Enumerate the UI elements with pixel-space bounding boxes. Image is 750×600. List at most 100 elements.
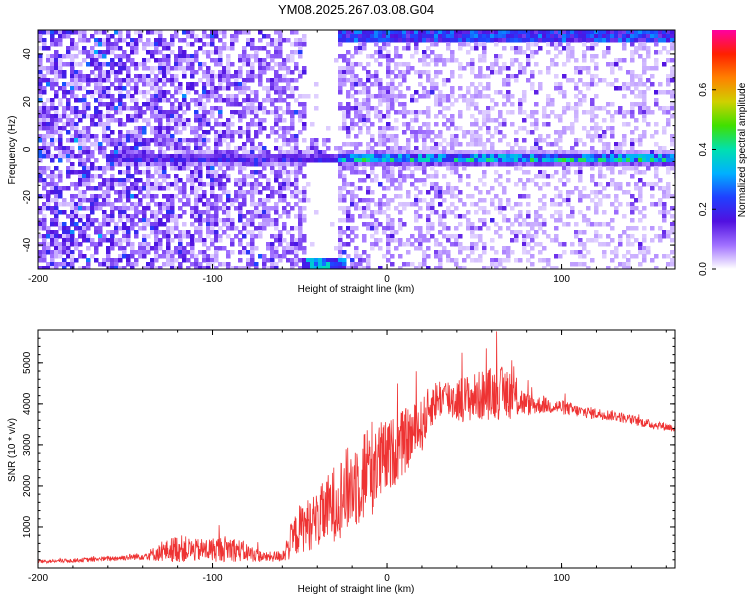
- heatmap-cell: [54, 154, 59, 159]
- heatmap-cell: [154, 118, 159, 123]
- heatmap-cell: [578, 242, 583, 247]
- heatmap-cell: [170, 102, 175, 107]
- heatmap-cell: [114, 146, 119, 151]
- heatmap-cell: [154, 94, 159, 99]
- heatmap-cell: [370, 222, 375, 227]
- heatmap-cell: [642, 162, 647, 167]
- heatmap-cell: [342, 66, 347, 71]
- heatmap-cell: [594, 126, 599, 131]
- heatmap-cell: [242, 226, 247, 231]
- heatmap-cell: [458, 246, 463, 251]
- heatmap-cell: [158, 78, 163, 83]
- heatmap-cell: [54, 70, 59, 75]
- heatmap-cell: [386, 258, 391, 263]
- heatmap-cell: [662, 230, 667, 235]
- heatmap-cell: [370, 94, 375, 99]
- heatmap-cell: [66, 174, 71, 179]
- heatmap-cell: [242, 110, 247, 115]
- heatmap-cell: [246, 150, 251, 155]
- heatmap-cell: [630, 110, 635, 115]
- heatmap-cell: [294, 50, 299, 55]
- heatmap-cell: [338, 166, 343, 171]
- heatmap-cell: [294, 254, 299, 259]
- heatmap-cell: [278, 146, 283, 151]
- heatmap-cell: [186, 250, 191, 255]
- heatmap-cell: [422, 234, 427, 239]
- heatmap-cell: [134, 114, 139, 119]
- heatmap-cell: [618, 242, 623, 247]
- heatmap-cell: [290, 238, 295, 243]
- heatmap-cell: [470, 258, 475, 263]
- heatmap-cell: [42, 122, 47, 127]
- heatmap-cell: [98, 90, 103, 95]
- heatmap-cell: [234, 74, 239, 79]
- heatmap-cell: [294, 178, 299, 183]
- heatmap-cell: [146, 78, 151, 83]
- heatmap-cell: [254, 206, 259, 211]
- heatmap-cell: [118, 242, 123, 247]
- heatmap-cell: [150, 94, 155, 99]
- heatmap-cell: [118, 246, 123, 251]
- heatmap-cell: [666, 82, 671, 87]
- heatmap-cell: [170, 158, 175, 163]
- heatmap-cell: [562, 154, 567, 159]
- heatmap-cell: [106, 186, 111, 191]
- heatmap-cell: [194, 54, 199, 59]
- heatmap-cell: [146, 166, 151, 171]
- heatmap-cell: [134, 214, 139, 219]
- heatmap-cell: [38, 206, 43, 211]
- heatmap-cell: [162, 166, 167, 171]
- heatmap-cell: [590, 42, 595, 47]
- heatmap-cell: [246, 262, 251, 267]
- heatmap-cell: [450, 70, 455, 75]
- heatmap-cell: [346, 94, 351, 99]
- heatmap-cell: [118, 102, 123, 107]
- heatmap-cell: [478, 38, 483, 43]
- heatmap-cell: [50, 158, 55, 163]
- heatmap-cell: [638, 190, 643, 195]
- heatmap-cell: [546, 34, 551, 39]
- heatmap-cell: [642, 98, 647, 103]
- heatmap-cell: [122, 138, 127, 143]
- heatmap-cell: [150, 198, 155, 203]
- heatmap-cell: [614, 154, 619, 159]
- heatmap-cell: [382, 94, 387, 99]
- heatmap-cell: [198, 266, 203, 269]
- heatmap-cell: [378, 46, 383, 51]
- heatmap-cell: [374, 50, 379, 55]
- heatmap-cell: [430, 210, 435, 215]
- heatmap-cell: [574, 102, 579, 107]
- heatmap-cell: [270, 190, 275, 195]
- heatmap-cell: [406, 202, 411, 207]
- heatmap-cell: [566, 126, 571, 131]
- heatmap-cell: [174, 258, 179, 263]
- heatmap-cell: [346, 162, 351, 167]
- heatmap-cell: [150, 82, 155, 87]
- heatmap-cell: [210, 254, 215, 259]
- heatmap-cell: [86, 102, 91, 107]
- heatmap-cell: [154, 222, 159, 227]
- heatmap-cell: [642, 110, 647, 115]
- heatmap-cell: [174, 234, 179, 239]
- heatmap-cell: [554, 162, 559, 167]
- heatmap-cell: [546, 182, 551, 187]
- heatmap-cell: [538, 38, 543, 43]
- heatmap-cell: [470, 234, 475, 239]
- heatmap-cell: [126, 218, 131, 223]
- heatmap-cell: [50, 130, 55, 135]
- heatmap-cell: [214, 142, 219, 147]
- heatmap-cell: [194, 158, 199, 163]
- heatmap-cell: [406, 166, 411, 171]
- heatmap-cell: [470, 62, 475, 67]
- heatmap-cell: [146, 218, 151, 223]
- heatmap-cell: [446, 210, 451, 215]
- heatmap-cell: [662, 126, 667, 131]
- heatmap-cell: [154, 162, 159, 167]
- heatmap-cell: [210, 34, 215, 39]
- heatmap-cell: [142, 214, 147, 219]
- heatmap-cell: [378, 142, 383, 147]
- heatmap-cell: [94, 246, 99, 251]
- heatmap-cell: [646, 154, 651, 159]
- heatmap-cell: [98, 110, 103, 115]
- heatmap-cell: [426, 190, 431, 195]
